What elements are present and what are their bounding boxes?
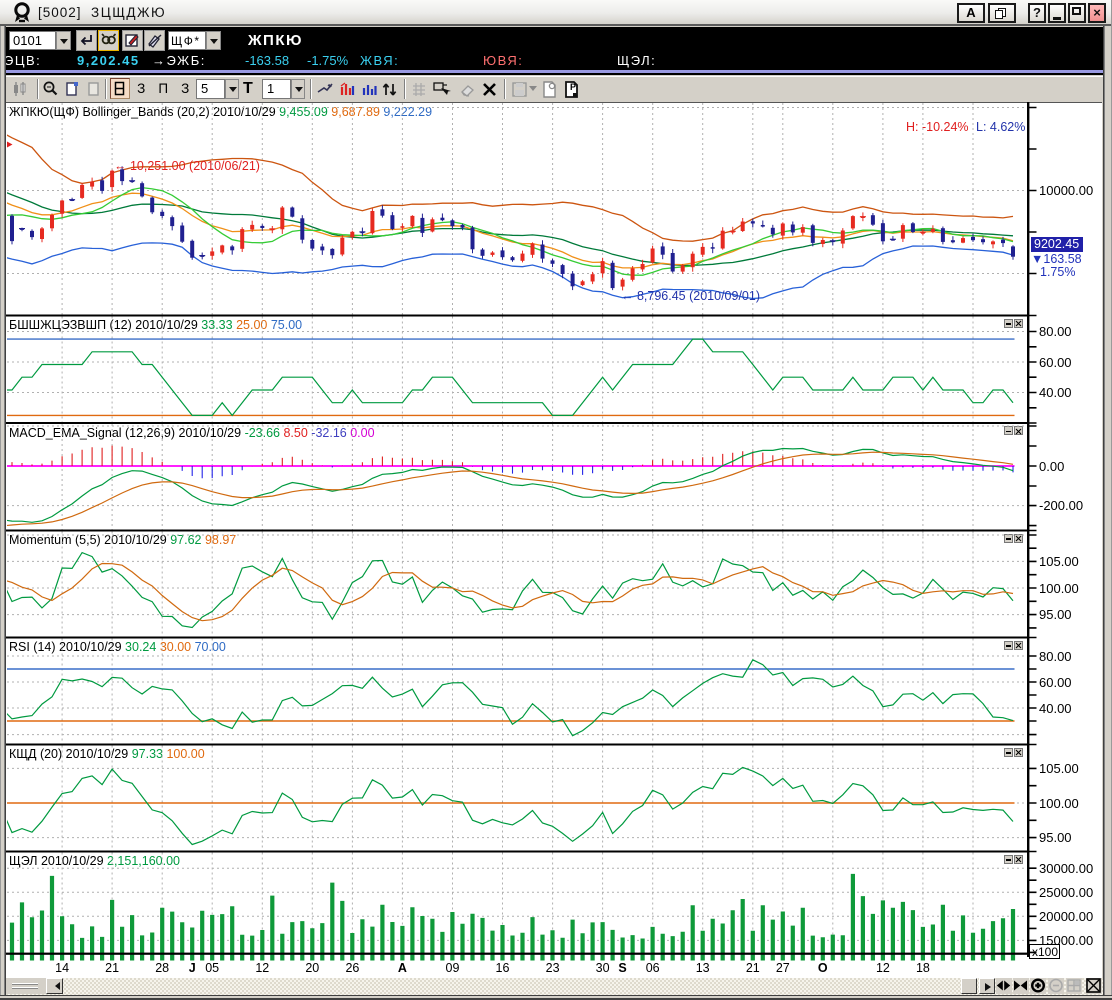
svg-text:← 10,251.00 (2010/06/21): ← 10,251.00 (2010/06/21) [114,159,260,173]
svg-text:P: P [570,82,576,92]
svg-text:← 8,796.45 (2010/09/01): ← 8,796.45 (2010/09/01) [621,289,760,303]
